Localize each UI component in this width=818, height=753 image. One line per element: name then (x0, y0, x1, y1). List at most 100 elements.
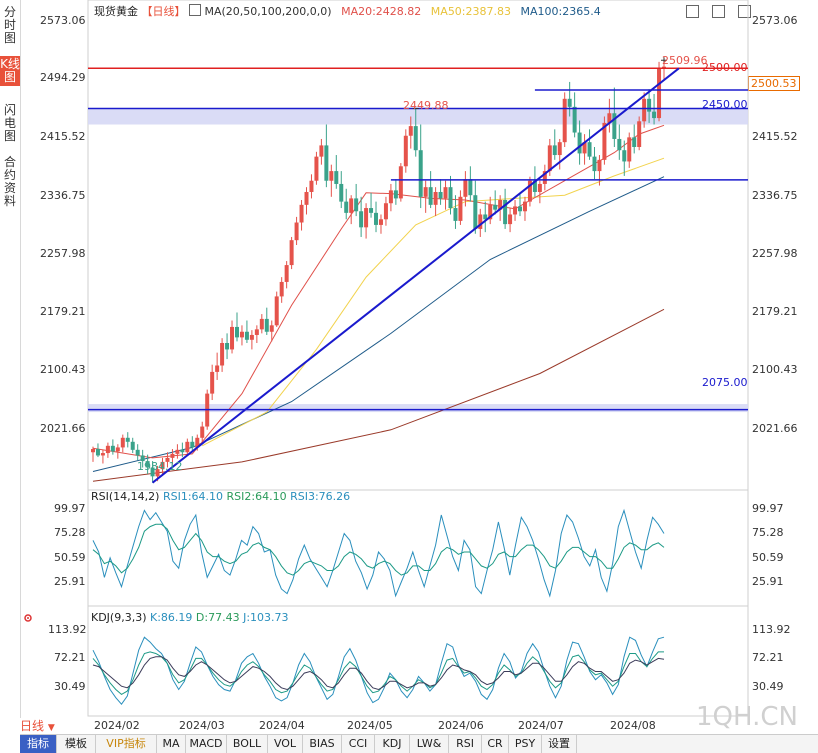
rsi-axis-right-1: 75.28 (752, 526, 784, 539)
candle-body (567, 98, 572, 107)
candle-body (185, 441, 190, 453)
candle-body (344, 201, 349, 213)
candle-body (155, 469, 160, 477)
kdj-header: KDJ(9,3,3) K:86.19 D:77.43 J:103.73 (91, 611, 289, 624)
month-label-5: 2024/07 (518, 719, 564, 732)
candle-body (433, 191, 438, 205)
rsi-axis-left-0: 99.97 (54, 502, 86, 515)
candle-body (115, 447, 120, 452)
rsi-axis-right-2: 50.59 (752, 551, 784, 564)
tab-settings[interactable]: 设置 (542, 735, 577, 753)
candle-body (582, 142, 587, 154)
shrink-icon[interactable] (712, 5, 726, 18)
candle-body (617, 138, 622, 151)
candle-body (145, 461, 150, 468)
pane-frame (87, 0, 749, 491)
candle-body (299, 204, 304, 223)
price-axis-right-0: 2573.06 (752, 14, 798, 27)
kdj-axis-left-1: 72.21 (54, 651, 86, 664)
rsi-header: RSI(14,14,2) RSI1:64.10 RSI2:64.10 RSI3:… (91, 490, 350, 503)
candle-body (254, 329, 259, 335)
candle-body (478, 214, 483, 229)
tab-macd[interactable]: MACD (186, 735, 227, 753)
candle-body (349, 198, 354, 213)
kdj-d-value: D:77.43 (195, 611, 240, 624)
tab-ma[interactable]: MA (157, 735, 186, 753)
annotation-high: 2509.96 (662, 54, 708, 67)
tab-vol[interactable]: VOL (268, 735, 303, 753)
kline-chart-canvas[interactable] (0, 0, 818, 734)
price-axis-left-0: 2573.06 (40, 14, 86, 27)
tab-cr[interactable]: CR (482, 735, 509, 753)
price-axis-left-1: 2494.29 (40, 71, 86, 84)
candle-body (383, 203, 388, 220)
level-label-2450: 2450.00 (702, 98, 748, 111)
candle-body (220, 343, 225, 366)
ma50-value: MA50:2387.83 (430, 5, 512, 18)
indicator-settings-icon[interactable] (22, 609, 34, 622)
month-label-4: 2024/06 (438, 719, 484, 732)
tab-kdj[interactable]: KDJ (375, 735, 410, 753)
month-label-1: 2024/03 (179, 719, 225, 732)
candle-body (403, 135, 408, 167)
candle-body (572, 106, 577, 133)
tab-vip-indicator[interactable]: VIP指标 (96, 735, 157, 753)
rsi-axis-left-1: 75.28 (54, 526, 86, 539)
tab-lw[interactable]: LW& (410, 735, 449, 753)
expand-icon[interactable] (686, 5, 699, 18)
fullscreen-icon[interactable] (738, 5, 752, 18)
tab-time-chart[interactable]: 分时图 (3, 5, 16, 45)
candle-body (393, 190, 398, 199)
period-tag[interactable]: 【日线】 (141, 5, 186, 18)
candle-body (468, 179, 473, 196)
candle-body (369, 208, 374, 213)
candle-body (647, 98, 652, 112)
rsi-axis-left-3: 25.91 (54, 575, 86, 588)
kdj-axis-left-0: 113.92 (48, 623, 87, 636)
rsi-line-rsi1 (92, 523, 665, 576)
tab-bias[interactable]: BIAS (303, 735, 342, 753)
tab-rsi[interactable]: RSI (449, 735, 482, 753)
candle-body (354, 198, 359, 212)
candle-body (374, 212, 379, 225)
candle-body (160, 461, 165, 470)
period-selector[interactable]: 日线 ▼ (20, 718, 72, 734)
candle-body (562, 98, 567, 143)
candle-body (652, 111, 657, 119)
candle-body (378, 219, 383, 225)
tab-contract-info[interactable]: 合约资料 (3, 155, 16, 208)
annotation-low: 1984.12 (137, 460, 183, 473)
rsi-axis-right-3: 25.91 (752, 575, 784, 588)
ma-settings-icon[interactable] (189, 4, 201, 16)
candle-body (493, 204, 498, 210)
tab-psy[interactable]: PSY (509, 735, 542, 753)
candle-body (413, 126, 418, 151)
candle-body (264, 318, 269, 332)
kdj-axis-right-0: 113.92 (752, 623, 791, 636)
candle-body (522, 201, 527, 212)
candle-body (443, 187, 448, 199)
candle-body (612, 113, 617, 139)
price-axis-left-7: 2021.66 (40, 422, 86, 435)
annotation-peak: 2449.88 (403, 99, 449, 112)
candle-body (239, 331, 244, 338)
candle-body (190, 441, 195, 448)
main-chart-header: 现货黄金 【日线】 MA(20,50,100,200,0,0) MA20:242… (94, 3, 601, 19)
tab-indicator[interactable]: 指标 (20, 735, 57, 753)
price-axis-right-3: 2336.75 (752, 189, 798, 202)
candle-body (592, 156, 597, 172)
candle-body (91, 449, 95, 453)
candle-body (175, 449, 180, 454)
candle-body (513, 206, 518, 215)
candle-body (100, 453, 105, 456)
period-selector-label: 日线 (20, 719, 45, 733)
tab-boll[interactable]: BOLL (227, 735, 268, 753)
candle-body (607, 113, 612, 123)
tab-flash-chart[interactable]: 闪电图 (3, 103, 16, 143)
tab-cci[interactable]: CCI (342, 735, 375, 753)
tab-kline-chart[interactable]: K线图 (0, 56, 20, 86)
price-axis-right-4: 2257.98 (752, 247, 798, 260)
kdj-axis-right-2: 30.49 (752, 680, 784, 693)
tab-template[interactable]: 模板 (57, 735, 96, 753)
candle-body (284, 265, 289, 282)
